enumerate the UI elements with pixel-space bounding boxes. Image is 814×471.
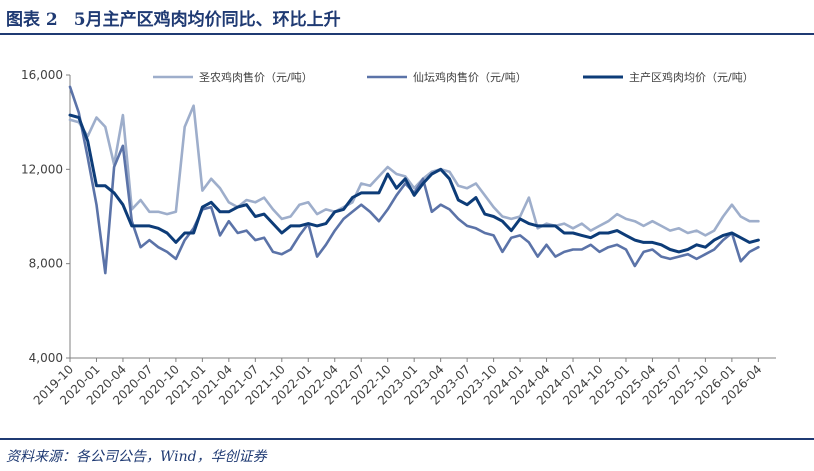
y-tick-label: 12,000 bbox=[21, 162, 63, 176]
figure-header: 图表 2 5月主产区鸡肉均价同比、环比上升 bbox=[0, 0, 814, 35]
source-note: 资料来源：各公司公告，Wind，华创证券 bbox=[6, 449, 267, 465]
chart-series-layer bbox=[68, 85, 760, 275]
figure-number: 图表 2 bbox=[6, 10, 58, 30]
footer-divider bbox=[0, 438, 814, 440]
series-line-1 bbox=[68, 104, 760, 237]
legend-label-2: 仙坛鸡肉售价（元/吨） bbox=[413, 70, 527, 84]
chart-legend: 圣农鸡肉售价（元/吨） 仙坛鸡肉售价（元/吨） 主产区鸡肉均价（元/吨） bbox=[153, 70, 754, 84]
y-tick-label: 8,000 bbox=[29, 257, 63, 271]
series-line-2 bbox=[68, 85, 760, 275]
figure-title: 图表 2 5月主产区鸡肉均价同比、环比上升 bbox=[6, 5, 341, 30]
legend-label-3: 主产区鸡肉均价（元/吨） bbox=[629, 70, 754, 84]
figure-title-text: 5月主产区鸡肉均价同比、环比上升 bbox=[73, 10, 341, 30]
y-tick-label: 4,000 bbox=[29, 351, 63, 365]
y-tick-label: 16,000 bbox=[21, 68, 63, 82]
legend-label-1: 圣农鸡肉售价（元/吨） bbox=[199, 70, 313, 84]
chart-axes: 4,0008,00012,00016,0002019-102020-012020… bbox=[21, 68, 776, 408]
series-line-3 bbox=[68, 113, 760, 254]
header-divider bbox=[0, 33, 814, 35]
